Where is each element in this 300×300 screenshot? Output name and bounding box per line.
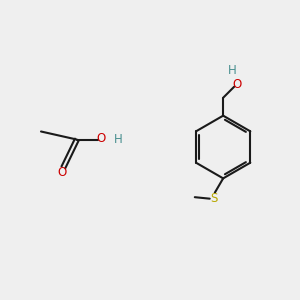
- Text: H: H: [228, 64, 236, 77]
- Text: O: O: [233, 77, 242, 91]
- Text: O: O: [57, 166, 67, 179]
- Text: S: S: [210, 192, 217, 205]
- Text: H: H: [114, 133, 123, 146]
- Text: O: O: [96, 133, 105, 146]
